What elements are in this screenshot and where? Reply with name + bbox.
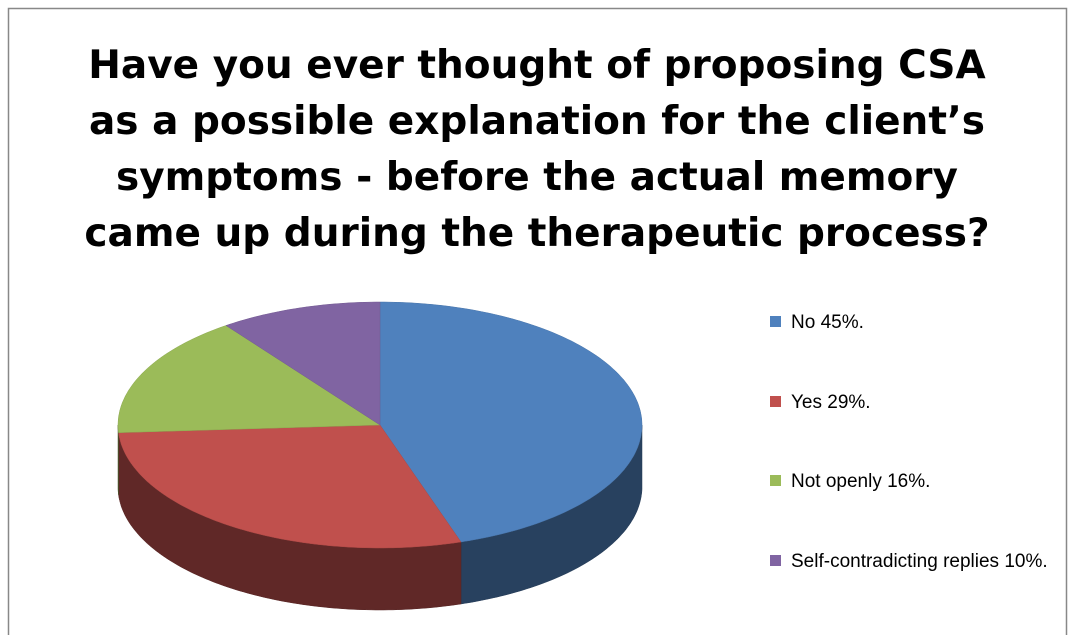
legend-item: No 45%. <box>770 310 1070 336</box>
legend-label: Self-contradicting replies 10%. <box>791 550 1048 572</box>
pie <box>117 301 643 611</box>
legend-item: Self-contradicting replies 10%. <box>770 549 1070 575</box>
slice <box>118 424 462 549</box>
legend-item: Yes 29%. <box>770 390 1070 416</box>
chart-title: symptoms - before the actual memory <box>116 155 958 200</box>
slice-side <box>117 425 119 495</box>
legend-label: Yes 29%. <box>791 391 871 413</box>
chart-title: Have you ever thought of proposing CSA <box>88 43 985 88</box>
legend-item: Not openly 16%. <box>770 469 1070 495</box>
legend-label: No 45%. <box>791 312 864 333</box>
slice <box>117 325 381 433</box>
legend-label: Not openly 16%. <box>791 471 931 492</box>
slice <box>225 301 381 426</box>
legend-swatch <box>770 316 781 327</box>
legend-swatch <box>770 554 781 566</box>
slice <box>379 301 643 543</box>
chart-title: came up during the therapeutic process? <box>84 211 989 256</box>
chart-frame <box>7 7 1068 635</box>
legend-swatch <box>770 475 781 486</box>
chart-title: as a possible explanation for the client… <box>89 99 985 144</box>
legend-swatch <box>770 395 781 407</box>
